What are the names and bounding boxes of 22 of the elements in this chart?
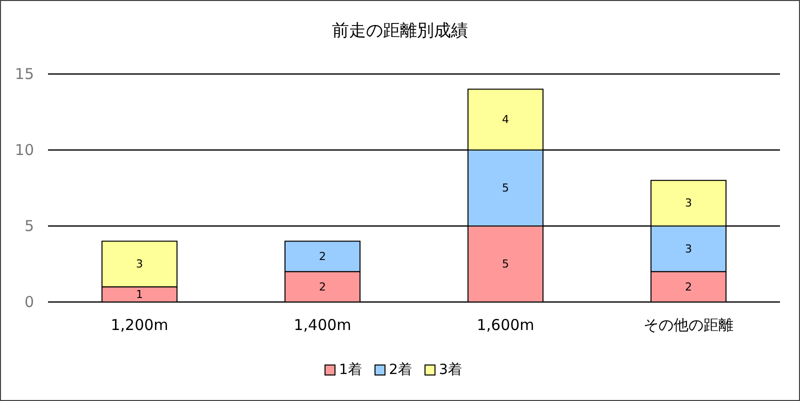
x-tick-label: 1,200m: [110, 316, 168, 334]
legend-label: 3着: [439, 362, 462, 378]
data-label: 1: [136, 288, 143, 301]
x-tick-label: 1,600m: [476, 316, 534, 334]
data-label: 2: [685, 280, 692, 294]
legend-label: 2着: [389, 362, 412, 378]
y-tick-label: 5: [24, 217, 34, 235]
data-label: 3: [136, 258, 143, 270]
data-label: 5: [502, 182, 509, 194]
x-tick-label: 1,400m: [294, 316, 352, 334]
x-tick-label: その他の距離: [644, 316, 734, 334]
data-label: 2: [319, 250, 326, 263]
data-label: 2: [319, 280, 326, 294]
y-tick-label: 10: [14, 141, 34, 159]
chart-title: 前走の距離別成績: [332, 21, 468, 41]
legend-label: 1着: [339, 362, 362, 378]
data-label: 5: [502, 258, 509, 270]
y-tick-label: 0: [24, 293, 34, 311]
data-label: 4: [502, 113, 509, 126]
data-label: 3: [685, 242, 692, 256]
data-label: 3: [685, 196, 692, 210]
y-tick-label: 15: [14, 65, 34, 83]
